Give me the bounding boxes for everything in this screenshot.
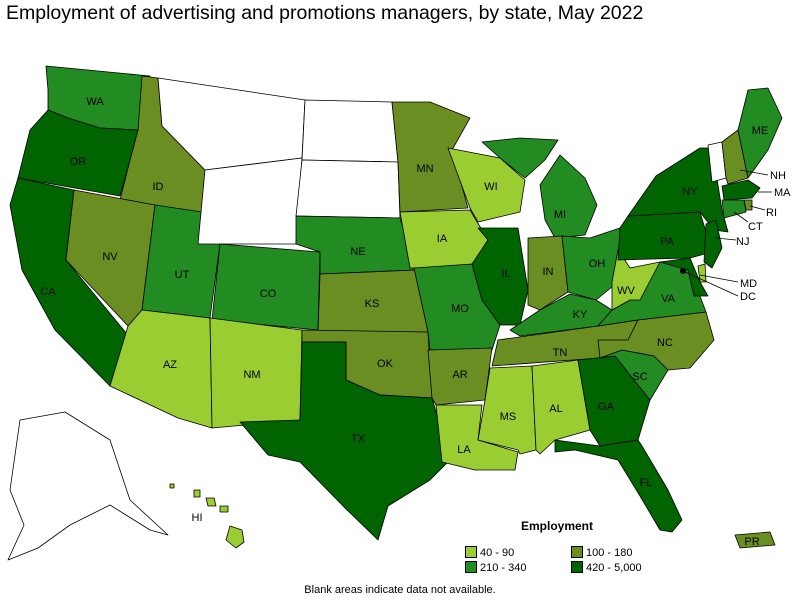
legend-item-100-180: 100 - 180 bbox=[571, 546, 632, 559]
label-ri: RI bbox=[766, 207, 777, 219]
state-co[interactable] bbox=[211, 243, 321, 331]
label-in: IN bbox=[543, 266, 554, 278]
label-ms: MS bbox=[500, 411, 517, 423]
label-me: ME bbox=[752, 125, 769, 137]
state-az[interactable] bbox=[109, 309, 213, 429]
label-va: VA bbox=[661, 293, 676, 305]
label-wa: WA bbox=[86, 96, 104, 108]
state-md[interactable] bbox=[659, 257, 709, 297]
label-il: IL bbox=[501, 268, 510, 280]
state-ma[interactable] bbox=[721, 179, 761, 201]
map-title: Employment of advertising and promotions… bbox=[6, 2, 644, 24]
legend-label: 100 - 180 bbox=[586, 547, 633, 559]
label-nc: NC bbox=[657, 337, 673, 349]
label-mi: MI bbox=[554, 209, 566, 221]
label-ca: CA bbox=[40, 286, 56, 298]
legend-swatch bbox=[465, 561, 477, 573]
state-hi[interactable] bbox=[169, 483, 245, 549]
label-ny: NY bbox=[682, 186, 698, 198]
state-ar[interactable] bbox=[427, 347, 493, 406]
label-ut: UT bbox=[175, 269, 190, 281]
state-ny[interactable] bbox=[627, 147, 729, 233]
state-me[interactable] bbox=[737, 87, 783, 179]
label-az: AZ bbox=[163, 359, 177, 371]
label-ne: NE bbox=[350, 246, 365, 258]
state-nd[interactable] bbox=[301, 99, 399, 163]
state-fl[interactable] bbox=[554, 439, 683, 533]
legend-swatch bbox=[571, 546, 583, 558]
legend-item-40-90: 40 - 90 bbox=[465, 546, 514, 559]
label-id: ID bbox=[153, 181, 164, 193]
legend-label: 40 - 90 bbox=[480, 547, 515, 559]
state-wy[interactable] bbox=[197, 157, 303, 245]
label-ia: IA bbox=[437, 233, 448, 245]
legend-label: 210 - 340 bbox=[480, 562, 527, 574]
legend-label: 420 - 5,000 bbox=[586, 562, 642, 574]
state-tx[interactable] bbox=[239, 341, 451, 541]
label-mn: MN bbox=[416, 163, 433, 175]
leader-lines bbox=[682, 169, 772, 297]
state-nj[interactable] bbox=[703, 219, 723, 269]
label-tn: TN bbox=[553, 347, 568, 359]
state-pr[interactable] bbox=[734, 531, 776, 549]
label-wv: WV bbox=[617, 285, 635, 297]
label-pr: PR bbox=[744, 536, 759, 548]
label-al: AL bbox=[549, 403, 562, 415]
legend-swatch bbox=[571, 561, 583, 573]
label-oh: OH bbox=[589, 258, 606, 270]
state-sd[interactable] bbox=[295, 159, 401, 219]
footnote: Blank areas indicate data not available. bbox=[304, 584, 496, 596]
label-tx: TX bbox=[351, 433, 366, 445]
state-ky[interactable] bbox=[509, 293, 613, 337]
label-sc: SC bbox=[632, 371, 647, 383]
state-mi-upper[interactable] bbox=[481, 137, 559, 179]
label-dc: DC bbox=[740, 291, 756, 303]
state-de[interactable] bbox=[697, 263, 707, 283]
legend-swatch bbox=[465, 546, 477, 558]
label-mo: MO bbox=[451, 303, 469, 315]
label-nv: NV bbox=[102, 251, 118, 263]
label-ga: GA bbox=[598, 401, 615, 413]
legend-item-420-5000: 420 - 5,000 bbox=[571, 561, 642, 574]
label-ar: AR bbox=[452, 369, 467, 381]
state-ak[interactable] bbox=[7, 411, 169, 561]
state-mi[interactable] bbox=[539, 154, 598, 239]
label-ky: KY bbox=[573, 309, 588, 321]
label-ma: MA bbox=[774, 187, 791, 199]
legend-title: Employment bbox=[521, 519, 594, 533]
label-co: CO bbox=[260, 288, 277, 300]
label-ks: KS bbox=[365, 298, 380, 310]
label-hi: HI bbox=[192, 512, 203, 524]
state-ct[interactable] bbox=[721, 199, 747, 219]
label-nh: NH bbox=[770, 170, 786, 182]
label-pa: PA bbox=[660, 236, 675, 248]
label-or: OR bbox=[70, 156, 87, 168]
legend-item-210-340: 210 - 340 bbox=[465, 561, 526, 574]
label-ok: OK bbox=[377, 358, 394, 370]
label-nj: NJ bbox=[736, 236, 749, 248]
legend: Employment 40 - 90 100 - 180 210 - 340 4… bbox=[463, 519, 663, 579]
label-la: LA bbox=[457, 444, 471, 456]
state-la[interactable] bbox=[435, 404, 519, 471]
state-il[interactable] bbox=[471, 227, 529, 326]
state-nc[interactable] bbox=[597, 311, 715, 371]
label-md: MD bbox=[740, 278, 757, 290]
state-in[interactable] bbox=[527, 235, 569, 311]
label-nm: NM bbox=[243, 369, 260, 381]
label-wi: WI bbox=[484, 181, 497, 193]
label-ct: CT bbox=[748, 221, 763, 233]
label-fl: FL bbox=[640, 477, 653, 489]
